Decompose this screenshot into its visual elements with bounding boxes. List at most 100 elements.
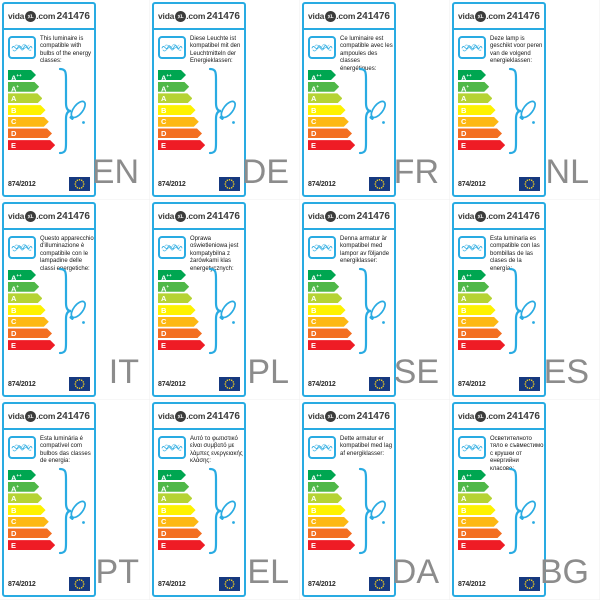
energy-class-arrow: A: [8, 93, 42, 103]
eu-stars: [524, 378, 535, 390]
card-footer: 874/2012: [308, 577, 390, 591]
energy-class-arrow: A+: [8, 282, 39, 292]
energy-class-label: A++: [311, 472, 322, 482]
brace-icon: [508, 267, 522, 355]
vidaxl-logo: vida XL .com: [308, 209, 356, 223]
energy-class-label: B: [11, 105, 17, 115]
card-footer: 874/2012: [8, 377, 90, 391]
energy-class-label: E: [11, 340, 17, 350]
energy-class-label: C: [161, 517, 167, 527]
energy-arrows: A++ A+ A B C D E: [158, 70, 205, 152]
eu-stars: [374, 578, 385, 590]
label-card-cell: vida XL .com 241476 Dette armatur er kom…: [300, 400, 450, 600]
brace-icon: [58, 67, 72, 155]
energy-class-label: E: [161, 340, 167, 350]
card-header: vida XL .com 241476: [4, 4, 94, 30]
energy-class-arrow: E: [158, 340, 205, 350]
energy-class-arrow: D: [158, 328, 202, 338]
energy-class-arrow: B: [158, 505, 196, 515]
energy-class-arrow: A+: [308, 282, 339, 292]
energy-class-arrow: A++: [158, 470, 186, 480]
energy-class-arrow: A++: [458, 470, 486, 480]
energy-class-arrow: D: [458, 128, 502, 138]
brand-suffix: .com: [486, 11, 506, 21]
language-code: DE: [241, 153, 289, 191]
scribble-icon: [461, 443, 483, 452]
vidaxl-logo: vida XL .com: [158, 409, 206, 423]
scribble-icon-box: [308, 236, 336, 259]
energy-class-label: A++: [461, 272, 472, 282]
energy-class-arrow: B: [8, 505, 46, 515]
scribble-icon: [161, 43, 183, 52]
regulation-number: 874/2012: [158, 180, 186, 188]
energy-class-arrow: A: [308, 93, 342, 103]
energy-class-arrow: E: [8, 540, 55, 550]
energy-arrows: A++ A+ A B C D E: [458, 270, 505, 352]
brace-icon: [208, 267, 222, 355]
energy-class-label: B: [161, 305, 167, 315]
energy-class-label: A: [11, 293, 17, 303]
energy-arrows: A++ A+ A B C D E: [8, 70, 55, 152]
regulation-number: 874/2012: [308, 380, 336, 388]
energy-class-label: B: [311, 305, 317, 315]
language-code: IT: [108, 353, 139, 391]
regulation-number: 874/2012: [158, 380, 186, 388]
card-header: vida XL .com 241476: [154, 404, 244, 430]
energy-class-label: E: [11, 540, 17, 550]
card-header: vida XL .com 241476: [454, 404, 544, 430]
energy-class-arrow: B: [158, 305, 196, 315]
brand-prefix: vida: [8, 411, 25, 421]
energy-class-label: A++: [461, 472, 472, 482]
energy-class-label: E: [161, 140, 167, 150]
energy-class-label: D: [161, 328, 167, 338]
energy-class-arrow: A: [458, 293, 492, 303]
energy-class-arrow: A: [158, 293, 192, 303]
energy-class-label: A: [11, 493, 17, 503]
energy-class-label: A+: [461, 484, 470, 494]
energy-class-arrow: E: [308, 340, 355, 350]
brand-suffix: .com: [186, 411, 206, 421]
energy-arrows: A++ A+ A B C D E: [308, 270, 355, 352]
language-code: ES: [543, 353, 589, 391]
scribble-icon-box: [308, 36, 336, 59]
compatibility-description: Esta luminária é compatível com bulbos d…: [40, 436, 91, 465]
card-header: vida XL .com 241476: [4, 204, 94, 230]
energy-class-label: A: [161, 293, 167, 303]
product-number: 241476: [356, 10, 390, 22]
label-card-cell: vida XL .com 241476 This luminaire is co…: [0, 0, 150, 200]
energy-class-label: A+: [311, 284, 320, 294]
compatibility-description: Questo apparecchio d'illuminazione è com…: [40, 236, 94, 272]
energy-class-label: C: [11, 117, 17, 127]
energy-class-label: B: [311, 505, 317, 515]
language-code: PT: [95, 553, 139, 591]
energy-class-arrow: C: [8, 317, 49, 327]
energy-class-label: D: [161, 528, 167, 538]
energy-class-arrow: A++: [308, 270, 336, 280]
brand-prefix: vida: [158, 11, 175, 21]
brand-prefix: vida: [308, 411, 325, 421]
energy-class-arrow: C: [8, 517, 49, 527]
vidaxl-logo: vida XL .com: [308, 9, 355, 23]
brand-suffix: .com: [186, 11, 206, 21]
energy-class-arrow: D: [8, 128, 52, 138]
product-number: 241476: [206, 10, 240, 22]
brand-suffix: .com: [336, 211, 356, 221]
scribble-icon-box: [308, 436, 336, 459]
energy-class-arrow: B: [308, 505, 346, 515]
energy-arrows: A++ A+ A B C D E: [8, 270, 55, 352]
energy-class-arrow: A: [8, 493, 42, 503]
energy-label-card: vida XL .com 241476 Dette armatur er kom…: [302, 402, 396, 597]
brace-icon: [508, 467, 522, 555]
energy-class-arrow: B: [8, 105, 46, 115]
bulb-icon: [369, 300, 386, 324]
energy-class-arrow: C: [308, 517, 349, 527]
energy-class-arrow: C: [458, 517, 499, 527]
card-footer: 874/2012: [308, 177, 390, 191]
brand-suffix: .com: [486, 411, 506, 421]
energy-class-label: A+: [11, 284, 20, 294]
brand-suffix: .com: [36, 411, 56, 421]
energy-class-label: E: [461, 140, 467, 150]
energy-class-arrow: E: [458, 140, 505, 150]
energy-arrows: A++ A+ A B C D E: [158, 470, 205, 552]
eu-stars: [224, 378, 235, 390]
